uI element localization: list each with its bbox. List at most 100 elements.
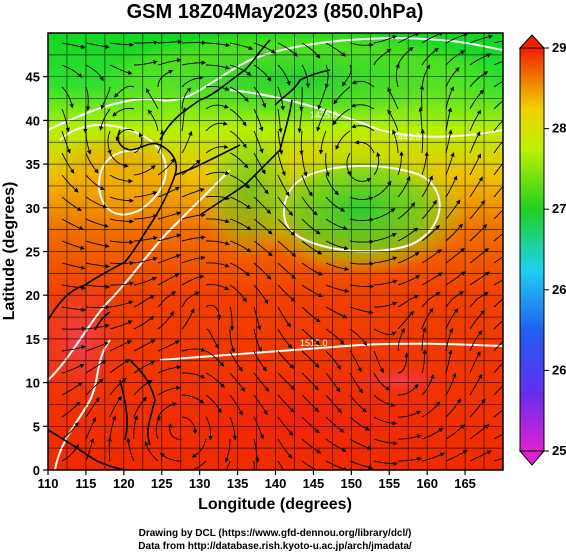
streamline (85, 284, 111, 289)
streamline (325, 460, 349, 470)
streamline (397, 46, 414, 66)
streamline (229, 329, 235, 353)
streamline (421, 307, 434, 330)
streamline (418, 106, 423, 132)
streamline (157, 402, 178, 418)
streamline (107, 436, 112, 462)
streamline (253, 306, 262, 331)
streamline (445, 67, 460, 88)
streamline (299, 86, 304, 112)
colorbar-body (519, 47, 545, 452)
x-tick-label: 145 (303, 476, 325, 491)
pink-region-mid (350, 365, 450, 395)
streamline (445, 450, 468, 462)
streamline (325, 394, 343, 414)
streamline (419, 84, 425, 110)
streamline (469, 200, 486, 220)
streamline (469, 450, 492, 462)
x-tick-label: 130 (189, 476, 211, 491)
streamline (469, 176, 483, 198)
streamline (85, 323, 110, 330)
streamline (61, 130, 71, 154)
streamline (325, 416, 345, 433)
x-tick-label: 160 (416, 476, 438, 491)
streamline (133, 339, 156, 352)
streamline (351, 80, 375, 88)
streamline (469, 271, 491, 286)
streamline (301, 460, 323, 470)
streamline (301, 262, 323, 276)
plot-area: 1425.0 1440.0 1515.0 (48, 33, 503, 470)
streamline (421, 452, 445, 462)
streamline (184, 460, 207, 470)
streamline (277, 64, 291, 86)
streamline (421, 272, 443, 286)
streamline (277, 460, 285, 470)
streamline (126, 437, 135, 462)
streamline (109, 320, 133, 330)
colorbar: 253 261 269 277 285 293 (518, 34, 566, 466)
streamline (421, 401, 441, 418)
streamline (493, 60, 503, 66)
streamline (157, 69, 174, 88)
streamline (85, 305, 111, 310)
streamline (61, 174, 79, 193)
streamline (253, 108, 264, 132)
streamline (61, 345, 86, 352)
streamline (109, 340, 132, 352)
streamline (301, 42, 321, 59)
streamline (316, 108, 327, 132)
streamline (61, 64, 83, 78)
streamline (205, 104, 229, 110)
streamline (85, 174, 105, 191)
streamline (373, 48, 392, 66)
streamline (398, 410, 422, 418)
streamline (397, 176, 411, 198)
streamline (397, 383, 419, 396)
streamline (253, 240, 273, 257)
streamline (61, 108, 70, 133)
streamline (421, 427, 444, 440)
streamline (112, 107, 135, 117)
streamline (493, 100, 503, 110)
x-tick-label: 135 (227, 476, 249, 491)
colorbar-ticks: 253 261 269 277 285 293 (544, 40, 566, 458)
streamline (205, 195, 230, 200)
streamline (349, 394, 367, 413)
streamline (493, 298, 503, 308)
streamline (324, 64, 330, 89)
streamline (181, 308, 195, 330)
streamline (349, 239, 375, 245)
streamline (85, 240, 110, 249)
streamline (133, 191, 158, 198)
streamline (253, 460, 255, 470)
streamline (277, 108, 283, 134)
streamline (181, 159, 201, 176)
streamline (109, 260, 135, 266)
streamline (109, 300, 134, 308)
streamline (445, 398, 462, 418)
streamline (205, 42, 231, 48)
streamline (445, 327, 454, 352)
streamline (301, 64, 311, 89)
streamline (225, 460, 231, 470)
streamline (61, 42, 86, 50)
streamline (421, 224, 440, 242)
streamline (373, 328, 397, 336)
streamline (229, 64, 252, 76)
streamline (205, 328, 219, 349)
streamline (493, 209, 503, 220)
streamline (397, 227, 419, 242)
streamline (181, 416, 198, 435)
yellow-region-japan (200, 120, 300, 260)
streamline (253, 152, 266, 175)
streamline (109, 377, 127, 396)
streamline (469, 351, 481, 374)
streamline (145, 88, 159, 110)
streamline (469, 223, 488, 242)
x-tick-label: 115 (75, 476, 96, 491)
streamline (325, 306, 348, 319)
streamline (301, 218, 321, 235)
streamline (61, 284, 87, 291)
streamline (301, 306, 321, 323)
